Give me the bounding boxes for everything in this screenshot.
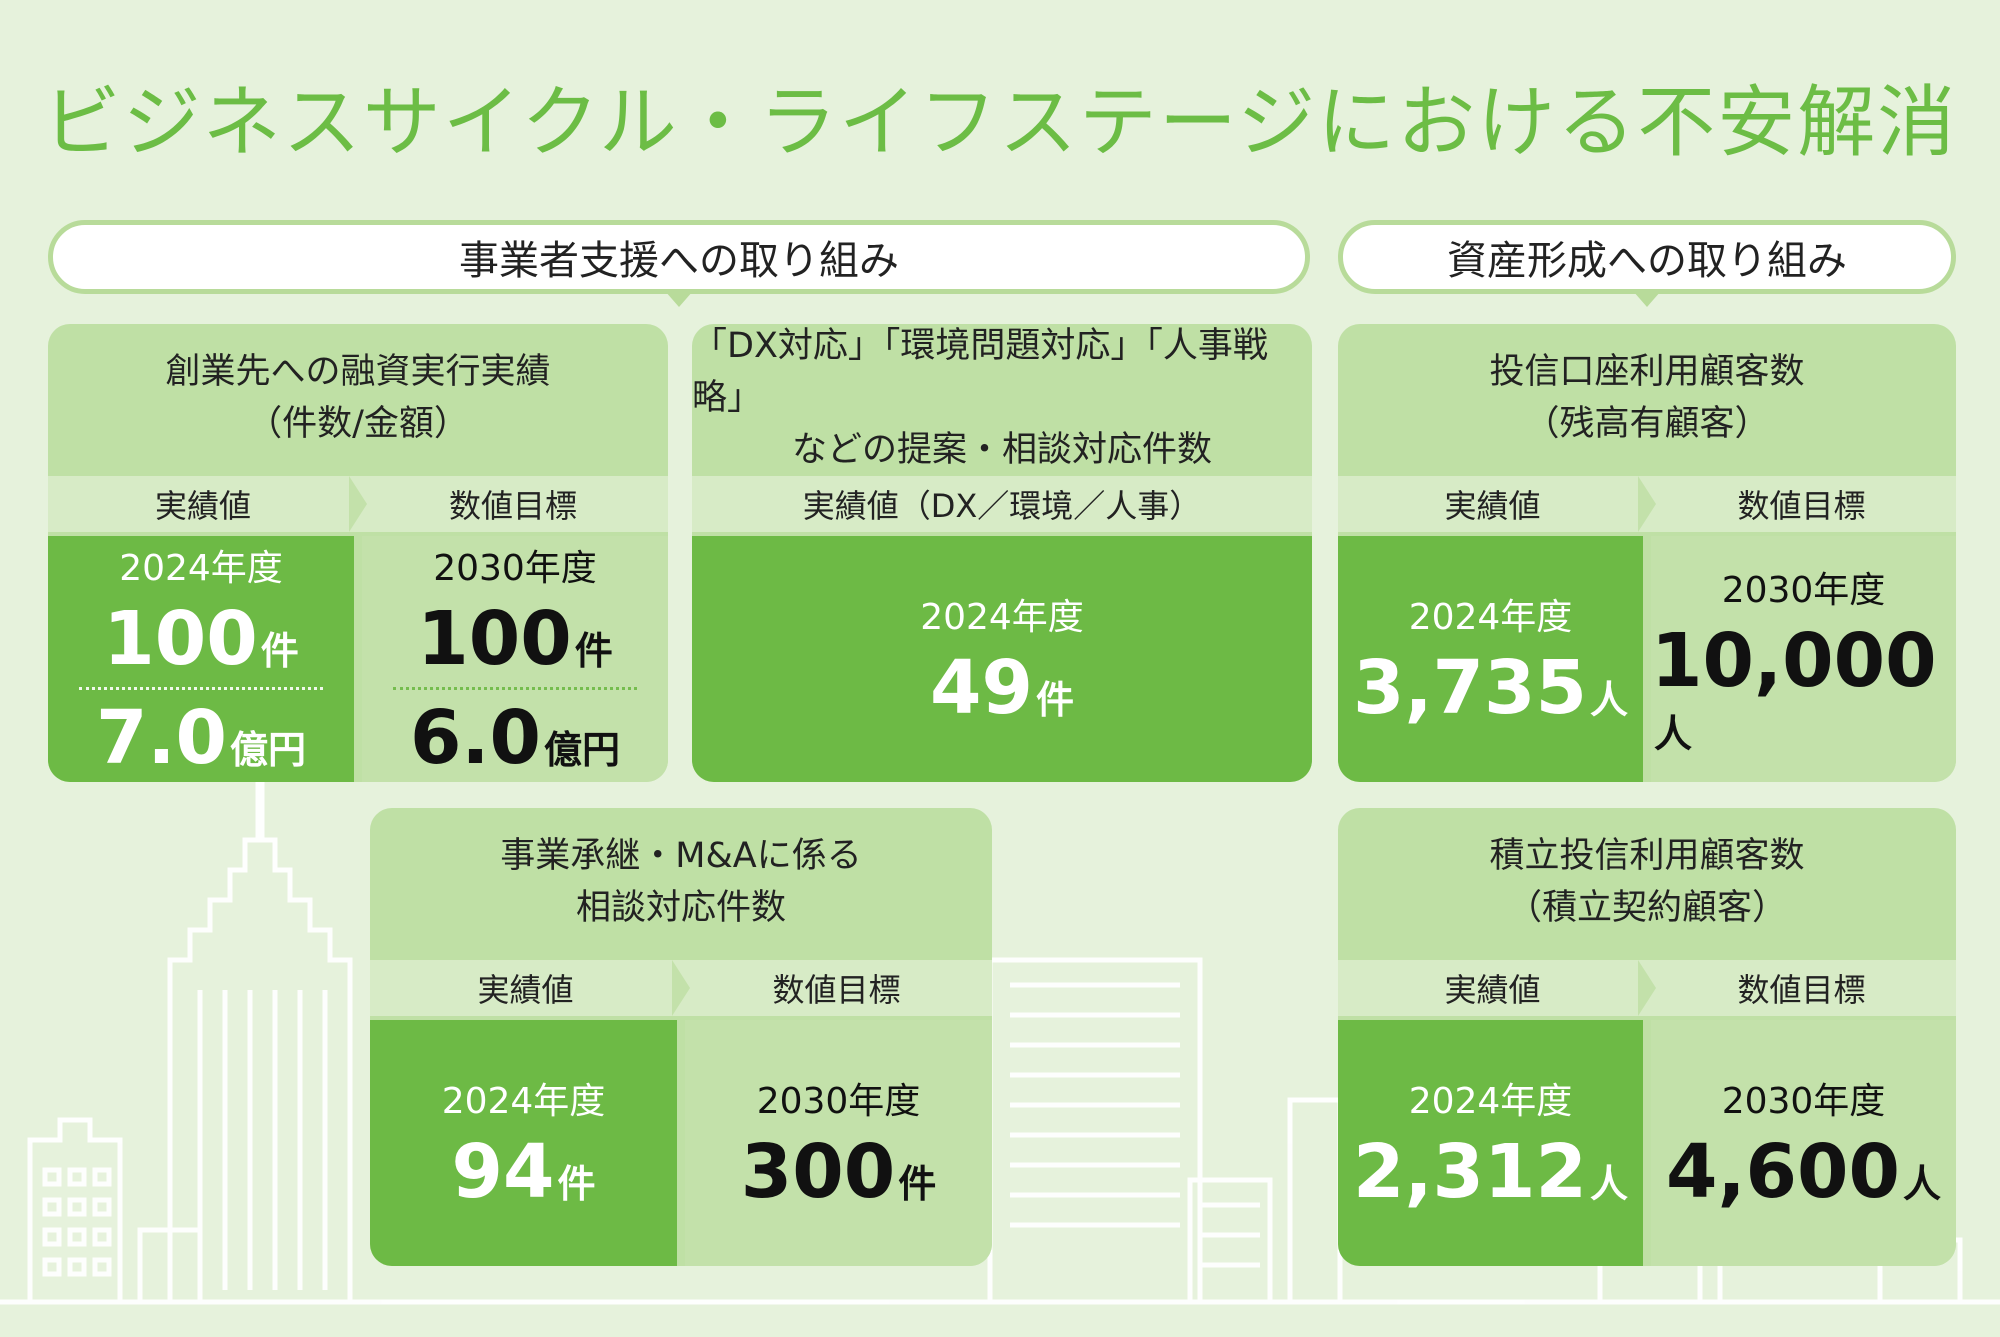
card-values: 2024年度 3,735人 2030年度 10,000人 [1338,536,1956,782]
card-title: 創業先への融資実行実績 （件数/金額） [48,324,668,472]
chevron-right-icon [672,960,690,1016]
card-title-line2: 相談対応件数 [575,888,786,928]
target-amount: 6.0億円 [410,696,620,780]
card-values: 2024年度 49件 [692,536,1312,782]
target-count: 10,000 人 [1651,619,1956,758]
target-count-unit: 人 [1903,1162,1942,1206]
card-title-line2: （件数/金額） [247,404,469,444]
actual-year: 2024年度 [920,597,1084,638]
actual-count-unit: 人 [1590,678,1629,722]
target-count-unit: 人 [1654,711,1693,756]
card-trust-account-customers: 投信口座利用顧客数 （残高有顧客） 実績値 数値目標 2024年度 3,735人… [1338,324,1956,782]
actual-label: 実績値 [1444,971,1541,1009]
actual-count: 3,735人 [1353,646,1628,730]
actual-year: 2024年度 [119,547,283,589]
card-installment-trust-customers: 積立投信利用顧客数 （積立契約顧客） 実績値 数値目標 2024年度 2,312… [1338,808,1956,1266]
card-title: 積立投信利用顧客数 （積立契約顧客） [1338,808,1956,956]
actual-count: 94件 [452,1130,596,1214]
target-label: 数値目標 [1737,971,1866,1009]
actual-year: 2024年度 [441,1081,606,1122]
actual-value-cell: 2024年度 2,312人 [1338,1020,1643,1266]
actual-value-cell: 2024年度 49件 [692,536,1312,782]
chevron-right-icon [349,476,367,532]
actual-count-number: 94 [451,1129,555,1215]
target-count: 100件 [417,597,612,681]
card-values: 2024年度 94件 2030年度 300件 [370,1020,992,1266]
actual-count-unit: 件 [260,628,299,673]
target-label: 数値目標 [772,971,901,1009]
chevron-right-icon [1638,476,1656,532]
actual-count-number: 3,735 [1352,645,1588,731]
actual-label: 実績値 [477,971,574,1009]
card-values: 2024年度 2,312人 2030年度 4,600人 [1338,1020,1956,1266]
actual-year: 2024年度 [1408,597,1573,638]
actual-count: 49件 [930,646,1074,730]
actual-amount-unit: 億円 [230,727,307,772]
card-title-line2: （残高有顧客） [1524,404,1770,444]
actual-label: 実績値（DX／環境／人事） [802,487,1202,525]
card-title-line1: 積立投信利用顧客数 [1489,836,1805,876]
actual-year: 2024年度 [1408,1081,1573,1122]
card-startup-loans: 創業先への融資実行実績 （件数/金額） 実績値 数値目標 2024年度 100件… [48,324,668,782]
card-title-line1: 創業先への融資実行実績 [165,352,551,392]
target-year: 2030年度 [756,1081,921,1122]
target-year: 2030年度 [1721,1081,1886,1122]
target-year: 2030年度 [433,547,597,589]
column-header-row: 実績値（DX／環境／人事） [692,476,1312,532]
actual-count-unit: 件 [557,1162,596,1206]
card-title-line2: （積立契約顧客） [1506,888,1787,928]
card-title-line1: 事業承継・M&Aに係る [500,836,862,876]
actual-count: 2,312人 [1353,1130,1628,1214]
target-count-unit: 件 [574,628,613,673]
actual-label: 実績値 [154,487,251,525]
card-title: 投信口座利用顧客数 （残高有顧客） [1338,324,1956,472]
actual-count: 100件 [103,597,298,681]
actual-label: 実績値 [1444,487,1541,525]
target-amount-unit: 億円 [544,727,621,772]
actual-value-cell: 2024年度 100件 7.0億円 [48,536,354,782]
target-value-cell: 2030年度 300件 [685,1020,992,1266]
card-values: 2024年度 100件 7.0億円 2030年度 100件 6.0億円 [48,536,668,782]
card-dx-consultations: 「DX対応」「環境問題対応」「人事戦略」 などの提案・相談対応件数 実績値（DX… [692,324,1312,782]
card-title-line1: 「DX対応」「環境問題対応」「人事戦略」 [692,326,1268,418]
actual-count-number: 2,312 [1352,1129,1588,1215]
card-title: 「DX対応」「環境問題対応」「人事戦略」 などの提案・相談対応件数 [692,324,1312,472]
section-header-business-support: 事業者支援への取り組み [48,220,1310,294]
target-year: 2030年度 [1721,569,1886,611]
actual-amount-number: 7.0 [95,694,228,781]
target-label: 数値目標 [1737,487,1866,525]
page-title: ビジネスサイクル・ライフステージにおける不安解消 [42,78,1958,168]
actual-value-cell: 2024年度 3,735人 [1338,536,1643,782]
card-succession-consultations: 事業承継・M&Aに係る 相談対応件数 実績値 数値目標 2024年度 94件 2… [370,808,992,1266]
actual-count-number: 100 [103,595,258,682]
card-title-line2: などの提案・相談対応件数 [791,430,1212,470]
section-header-asset-building: 資産形成への取り組み [1338,220,1956,294]
target-count-unit: 件 [898,1162,937,1206]
actual-count-unit: 件 [1035,678,1074,722]
chevron-right-icon [1638,960,1656,1016]
dotted-divider [78,686,324,690]
target-count-number: 10,000 [1651,617,1937,704]
target-value-cell: 2030年度 4,600人 [1651,1020,1956,1266]
actual-amount: 7.0億円 [96,696,306,780]
actual-value-cell: 2024年度 94件 [370,1020,677,1266]
target-label: 数値目標 [448,487,577,525]
target-count: 300件 [741,1130,936,1214]
target-value-cell: 2030年度 100件 6.0億円 [362,536,668,782]
target-count: 4,600人 [1666,1130,1941,1214]
target-count-number: 100 [417,595,572,682]
card-title-line1: 投信口座利用顧客数 [1489,352,1805,392]
actual-count-unit: 人 [1590,1162,1629,1206]
target-amount-number: 6.0 [409,694,542,781]
target-value-cell: 2030年度 10,000 人 [1651,536,1956,782]
card-title: 事業承継・M&Aに係る 相談対応件数 [370,808,992,956]
target-count-number: 4,600 [1665,1129,1901,1215]
actual-count-number: 49 [930,645,1033,731]
target-count-number: 300 [740,1129,896,1215]
dotted-divider [392,686,638,690]
